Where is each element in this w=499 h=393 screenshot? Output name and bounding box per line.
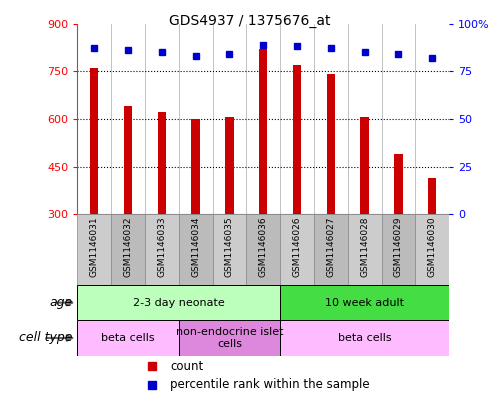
- Bar: [158, 112, 166, 214]
- Bar: [280, 320, 449, 356]
- Text: GSM1146034: GSM1146034: [191, 216, 200, 277]
- Bar: [428, 178, 437, 214]
- Bar: [77, 320, 179, 356]
- Text: GSM1146027: GSM1146027: [326, 216, 335, 277]
- Bar: [213, 214, 247, 285]
- Bar: [179, 320, 280, 356]
- Text: age: age: [49, 296, 72, 309]
- Text: percentile rank within the sample: percentile rank within the sample: [170, 378, 370, 391]
- Text: GSM1146030: GSM1146030: [428, 216, 437, 277]
- Text: count: count: [170, 360, 204, 373]
- Bar: [348, 214, 382, 285]
- Text: GSM1146029: GSM1146029: [394, 216, 403, 277]
- Bar: [225, 117, 234, 214]
- Bar: [280, 285, 449, 320]
- Bar: [111, 214, 145, 285]
- Bar: [415, 214, 449, 285]
- Text: GSM1146028: GSM1146028: [360, 216, 369, 277]
- Bar: [326, 74, 335, 214]
- Text: non-endocrine islet
cells: non-endocrine islet cells: [176, 327, 283, 349]
- Bar: [77, 285, 280, 320]
- Bar: [360, 117, 369, 214]
- Text: GSM1146036: GSM1146036: [258, 216, 268, 277]
- Text: 2-3 day neonate: 2-3 day neonate: [133, 298, 225, 308]
- Bar: [247, 214, 280, 285]
- Text: beta cells: beta cells: [101, 333, 155, 343]
- Bar: [314, 214, 348, 285]
- Bar: [124, 106, 132, 214]
- Text: cell type: cell type: [19, 331, 72, 345]
- Text: beta cells: beta cells: [338, 333, 391, 343]
- Bar: [145, 214, 179, 285]
- Bar: [280, 214, 314, 285]
- Text: GDS4937 / 1375676_at: GDS4937 / 1375676_at: [169, 14, 330, 28]
- Text: GSM1146032: GSM1146032: [124, 216, 133, 277]
- Text: 10 week adult: 10 week adult: [325, 298, 404, 308]
- Text: GSM1146035: GSM1146035: [225, 216, 234, 277]
- Text: GSM1146026: GSM1146026: [292, 216, 301, 277]
- Bar: [77, 214, 111, 285]
- Bar: [382, 214, 415, 285]
- Bar: [192, 119, 200, 214]
- Text: GSM1146033: GSM1146033: [157, 216, 166, 277]
- Bar: [293, 65, 301, 214]
- Bar: [394, 154, 403, 214]
- Bar: [259, 49, 267, 214]
- Bar: [179, 214, 213, 285]
- Bar: [90, 68, 98, 214]
- Text: GSM1146031: GSM1146031: [90, 216, 99, 277]
